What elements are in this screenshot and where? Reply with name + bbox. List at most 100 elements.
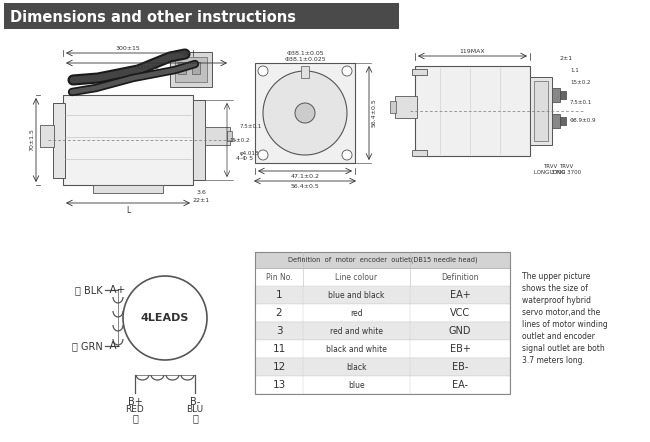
Text: 300±15: 300±15 (134, 65, 159, 70)
Bar (40, 125, 54, 147)
Text: black: black (346, 362, 367, 371)
Bar (390, 101, 396, 113)
Bar (255, 63, 355, 163)
Text: EA+: EA+ (450, 290, 471, 300)
Circle shape (258, 66, 268, 76)
Text: 红: 红 (132, 413, 138, 423)
Text: 绿 GRN: 绿 GRN (72, 341, 103, 351)
Text: EB+: EB+ (450, 344, 471, 354)
Text: 1: 1 (276, 290, 282, 300)
Bar (534, 81, 548, 141)
Bar (63, 95, 193, 185)
Text: 70±1.5: 70±1.5 (29, 129, 34, 152)
Bar (415, 66, 530, 156)
Text: Φ38.1±0.025: Φ38.1±0.025 (284, 57, 326, 62)
Text: 3.7 meters long.: 3.7 meters long. (522, 356, 585, 365)
Bar (175, 57, 207, 82)
Text: 13: 13 (272, 380, 285, 390)
Text: TRVV
LONG 3700: TRVV LONG 3700 (534, 164, 566, 175)
Bar (552, 88, 560, 102)
Text: EA-: EA- (452, 380, 468, 390)
Circle shape (342, 150, 352, 160)
Text: TRVV
LONG 3700: TRVV LONG 3700 (551, 164, 582, 175)
Bar (255, 268, 510, 286)
Text: Φ38.1±0.05: Φ38.1±0.05 (286, 51, 324, 56)
Text: signal outlet are both: signal outlet are both (522, 344, 604, 353)
Bar (560, 117, 566, 125)
Text: RED: RED (125, 405, 144, 414)
Text: 11: 11 (272, 344, 285, 354)
Text: VCC: VCC (450, 308, 470, 318)
Text: GND: GND (448, 326, 471, 336)
Bar (412, 69, 427, 75)
Text: red: red (350, 309, 363, 317)
Text: 22±1: 22±1 (192, 198, 209, 203)
Bar (178, 62, 186, 74)
Text: 7.5±0.1: 7.5±0.1 (240, 125, 262, 130)
Bar (192, 62, 200, 74)
Bar (255, 322, 510, 340)
Bar (301, 66, 309, 78)
Text: servo motor,and the: servo motor,and the (522, 308, 600, 317)
Bar (255, 358, 510, 376)
Text: 15±0.2: 15±0.2 (570, 80, 590, 85)
Circle shape (258, 150, 268, 160)
Bar (255, 340, 510, 358)
Bar (193, 100, 205, 180)
Bar (93, 185, 163, 193)
Text: Line colour: Line colour (335, 273, 378, 282)
Text: 12: 12 (272, 362, 285, 372)
Text: 4-Φ 5: 4-Φ 5 (236, 156, 253, 160)
Text: A+: A+ (103, 285, 125, 295)
Bar (255, 376, 510, 394)
Bar (205, 127, 230, 145)
Bar (560, 91, 566, 99)
Bar (255, 304, 510, 322)
Text: 3.6: 3.6 (196, 190, 206, 195)
Text: red and white: red and white (330, 327, 383, 335)
Text: blue: blue (348, 381, 365, 389)
Text: 56.4±0.5: 56.4±0.5 (291, 184, 319, 189)
Bar (4, 3, 399, 29)
Text: 47.1±0.2: 47.1±0.2 (291, 174, 320, 179)
Text: 2±1: 2±1 (560, 56, 573, 61)
Text: The upper picture: The upper picture (522, 272, 590, 281)
Bar (395, 96, 417, 118)
Text: waterproof hybrid: waterproof hybrid (522, 296, 591, 305)
Text: Pin No.: Pin No. (266, 273, 292, 282)
Text: blue and black: blue and black (328, 290, 385, 300)
Text: 蓝: 蓝 (192, 413, 198, 423)
Bar (255, 252, 510, 268)
Circle shape (342, 66, 352, 76)
Text: lines of motor winding: lines of motor winding (522, 320, 608, 329)
Text: 2: 2 (276, 308, 282, 318)
Circle shape (295, 103, 315, 123)
Bar (255, 286, 510, 304)
Text: 119MAX: 119MAX (460, 49, 486, 54)
Text: L: L (126, 206, 130, 215)
Text: 4LEADS: 4LEADS (141, 313, 189, 323)
Text: 黑 BLK: 黑 BLK (75, 285, 103, 295)
Bar (227, 131, 232, 141)
Text: 300±15: 300±15 (116, 46, 140, 51)
Bar (53, 103, 65, 178)
Text: B+: B+ (127, 397, 142, 407)
Text: BLU: BLU (187, 405, 203, 414)
Text: 7.5±0.1: 7.5±0.1 (570, 100, 592, 106)
Text: 1.1: 1.1 (570, 68, 578, 72)
Text: shows the size of: shows the size of (522, 284, 588, 293)
Bar (412, 150, 427, 156)
Text: A-: A- (103, 341, 120, 351)
Bar (255, 252, 510, 394)
Text: Definition  of  motor  encoder  outlet(DB15 needle head): Definition of motor encoder outlet(DB15 … (288, 257, 477, 263)
Text: 56.4±0.5: 56.4±0.5 (372, 99, 377, 127)
Text: 15±0.2: 15±0.2 (229, 137, 250, 142)
Bar (530, 77, 552, 145)
Text: 3: 3 (276, 326, 282, 336)
Circle shape (263, 71, 347, 155)
Text: Φ8.9±0.9: Φ8.9±0.9 (570, 118, 597, 122)
Text: EB-: EB- (452, 362, 468, 372)
Bar (552, 114, 560, 128)
Text: Definition: Definition (441, 273, 479, 282)
Text: Dimensions and other instructions: Dimensions and other instructions (10, 11, 296, 26)
